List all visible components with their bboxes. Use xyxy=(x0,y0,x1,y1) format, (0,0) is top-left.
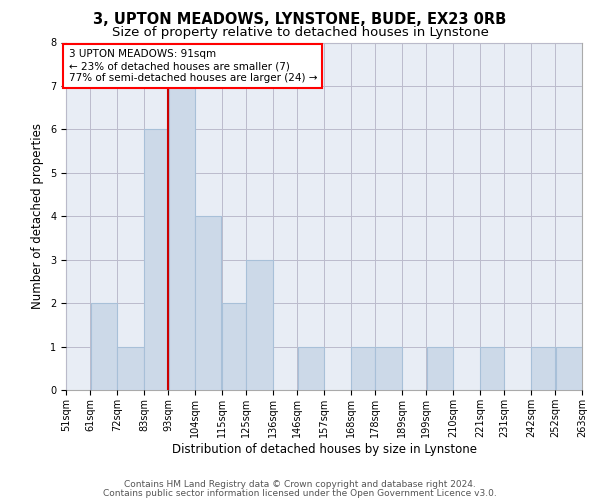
Bar xyxy=(556,346,581,390)
Text: Size of property relative to detached houses in Lynstone: Size of property relative to detached ho… xyxy=(112,26,488,39)
X-axis label: Distribution of detached houses by size in Lynstone: Distribution of detached houses by size … xyxy=(172,442,476,456)
Bar xyxy=(480,346,504,390)
Text: Contains public sector information licensed under the Open Government Licence v3: Contains public sector information licen… xyxy=(103,489,497,498)
Text: Contains HM Land Registry data © Crown copyright and database right 2024.: Contains HM Land Registry data © Crown c… xyxy=(124,480,476,489)
Bar xyxy=(247,260,272,390)
Text: 3, UPTON MEADOWS, LYNSTONE, BUDE, EX23 0RB: 3, UPTON MEADOWS, LYNSTONE, BUDE, EX23 0… xyxy=(94,12,506,28)
Bar xyxy=(118,346,143,390)
Bar xyxy=(427,346,452,390)
Bar xyxy=(351,346,375,390)
Bar xyxy=(91,303,117,390)
Bar xyxy=(531,346,555,390)
Bar xyxy=(376,346,401,390)
Bar xyxy=(222,303,246,390)
Text: 3 UPTON MEADOWS: 91sqm
← 23% of detached houses are smaller (7)
77% of semi-deta: 3 UPTON MEADOWS: 91sqm ← 23% of detached… xyxy=(68,50,317,82)
Bar xyxy=(169,86,194,390)
Bar xyxy=(196,216,221,390)
Bar xyxy=(298,346,323,390)
Y-axis label: Number of detached properties: Number of detached properties xyxy=(31,123,44,309)
Bar xyxy=(144,130,168,390)
